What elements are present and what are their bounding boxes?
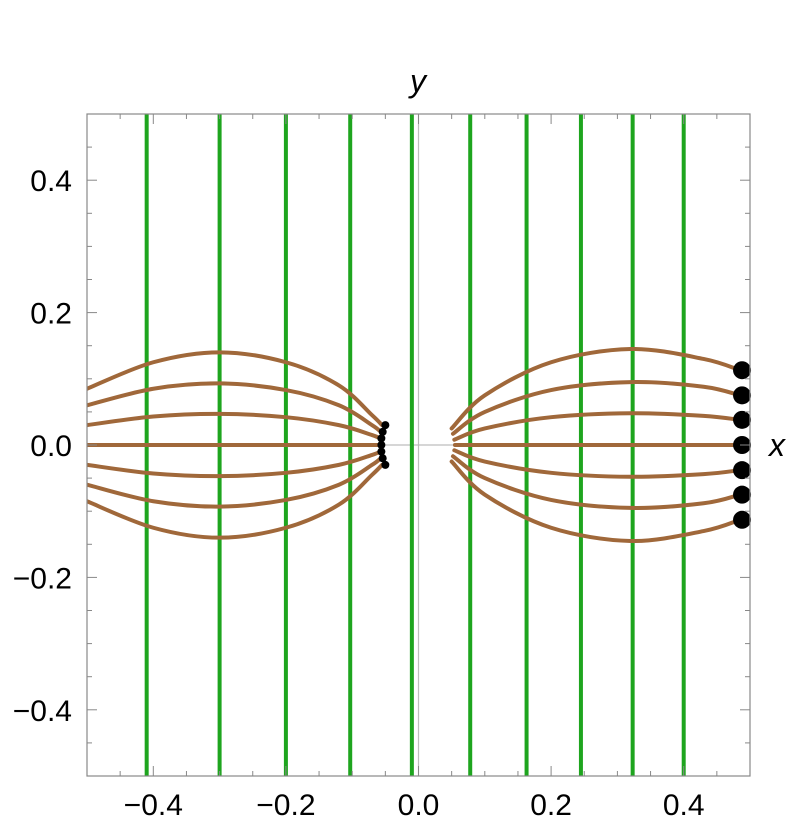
small-marker-0 [381,421,390,430]
large-marker-5 [733,485,752,504]
y-axis-label: y [408,63,428,99]
x-tick-label-0: −0.4 [124,789,183,822]
small-marker-2 [377,434,386,443]
y-tick-label-1: 0.2 [30,298,72,331]
large-marker-0 [733,361,752,380]
small-marker-4 [377,447,386,456]
small-marker-1 [378,427,387,436]
x-tick-label-3: 0.2 [530,789,572,822]
x-tick-label-1: −0.2 [256,789,315,822]
large-marker-1 [733,386,752,405]
curve-12 [450,454,743,510]
curve-13 [449,459,743,543]
x-tick-label-2: 0.0 [398,789,440,822]
y-tick-label-4: −0.4 [13,695,72,728]
large-marker-4 [733,461,752,480]
curves [87,347,743,543]
x-axis-label: x [767,427,786,463]
ticks [86,113,751,777]
y-tick-label-2: 0.0 [30,430,72,463]
small-marker-3 [377,441,386,449]
curve-1 [87,381,383,434]
curve-4 [87,449,383,479]
curve-9 [452,411,743,442]
curve-5 [87,456,383,509]
small-marker-6 [381,460,390,469]
small-marker-5 [378,454,387,463]
curve-6 [87,462,385,540]
y-tick-label-0: 0.4 [30,165,72,198]
markers [377,361,752,529]
curve-11 [452,448,743,479]
large-marker-6 [733,510,752,529]
curve-2 [87,411,383,441]
curve-7 [449,347,743,431]
curve-8 [450,380,743,436]
y-tick-label-3: −0.2 [13,562,72,595]
curve-0 [87,350,385,428]
tick-labels: −0.4 −0.2 0.0 0.2 0.4 0.4 0.2 0.0 −0.2 −0.4 [13,165,705,822]
large-marker-2 [733,410,752,429]
x-tick-label-4: 0.4 [663,789,705,822]
